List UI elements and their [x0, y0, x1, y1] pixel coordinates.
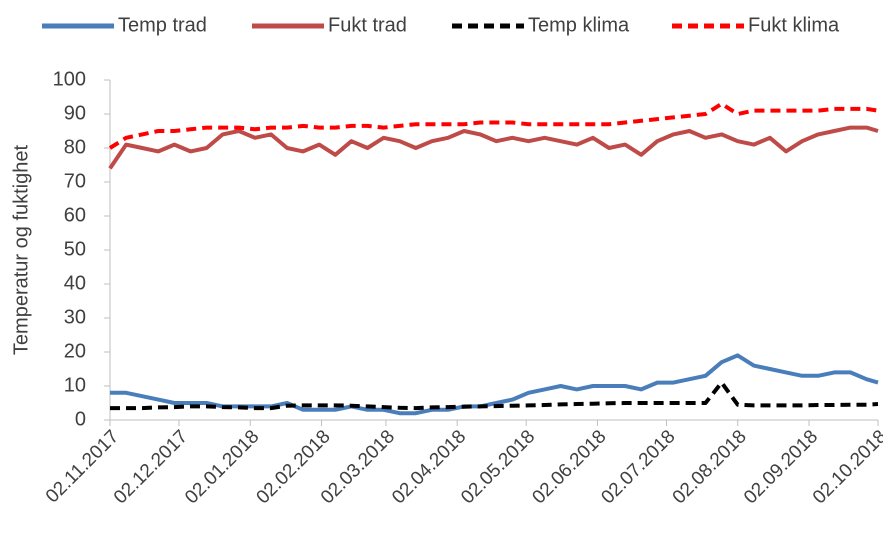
series-line [108, 101, 879, 150]
y-tick-label: 0 [75, 408, 86, 430]
x-tick-label: 02.04.2018 [388, 426, 470, 508]
x-tick-label: 02.01.2018 [181, 426, 263, 508]
x-tick-label: 02.12.2017 [110, 426, 192, 508]
x-tick-label: 02.09.2018 [740, 426, 822, 508]
legend-label: Fukt trad [328, 14, 407, 36]
y-tick-label: 90 [64, 102, 86, 124]
legend-label: Temp trad [118, 14, 207, 36]
legend-label: Fukt klima [748, 14, 840, 36]
x-tick-label: 02.06.2018 [528, 426, 610, 508]
x-tick-label: 02.08.2018 [669, 426, 751, 508]
y-tick-label: 80 [64, 136, 86, 158]
x-tick-label: 02.07.2018 [597, 426, 679, 508]
y-tick-label: 40 [64, 272, 86, 294]
y-tick-label: 10 [64, 374, 86, 396]
x-tick-label: 02.10.2018 [809, 426, 883, 508]
y-tick-label: 100 [53, 68, 86, 90]
y-axis-label: Temperatur og fuktighet [10, 145, 32, 356]
series-line [108, 125, 879, 170]
y-tick-label: 30 [64, 306, 86, 328]
y-tick-label: 20 [64, 340, 86, 362]
legend-label: Temp klima [528, 14, 630, 36]
y-tick-label: 70 [64, 170, 86, 192]
y-tick-label: 60 [64, 204, 86, 226]
series-line [110, 380, 879, 411]
y-tick-label: 50 [64, 238, 86, 260]
x-tick-label: 02.05.2018 [457, 426, 539, 508]
